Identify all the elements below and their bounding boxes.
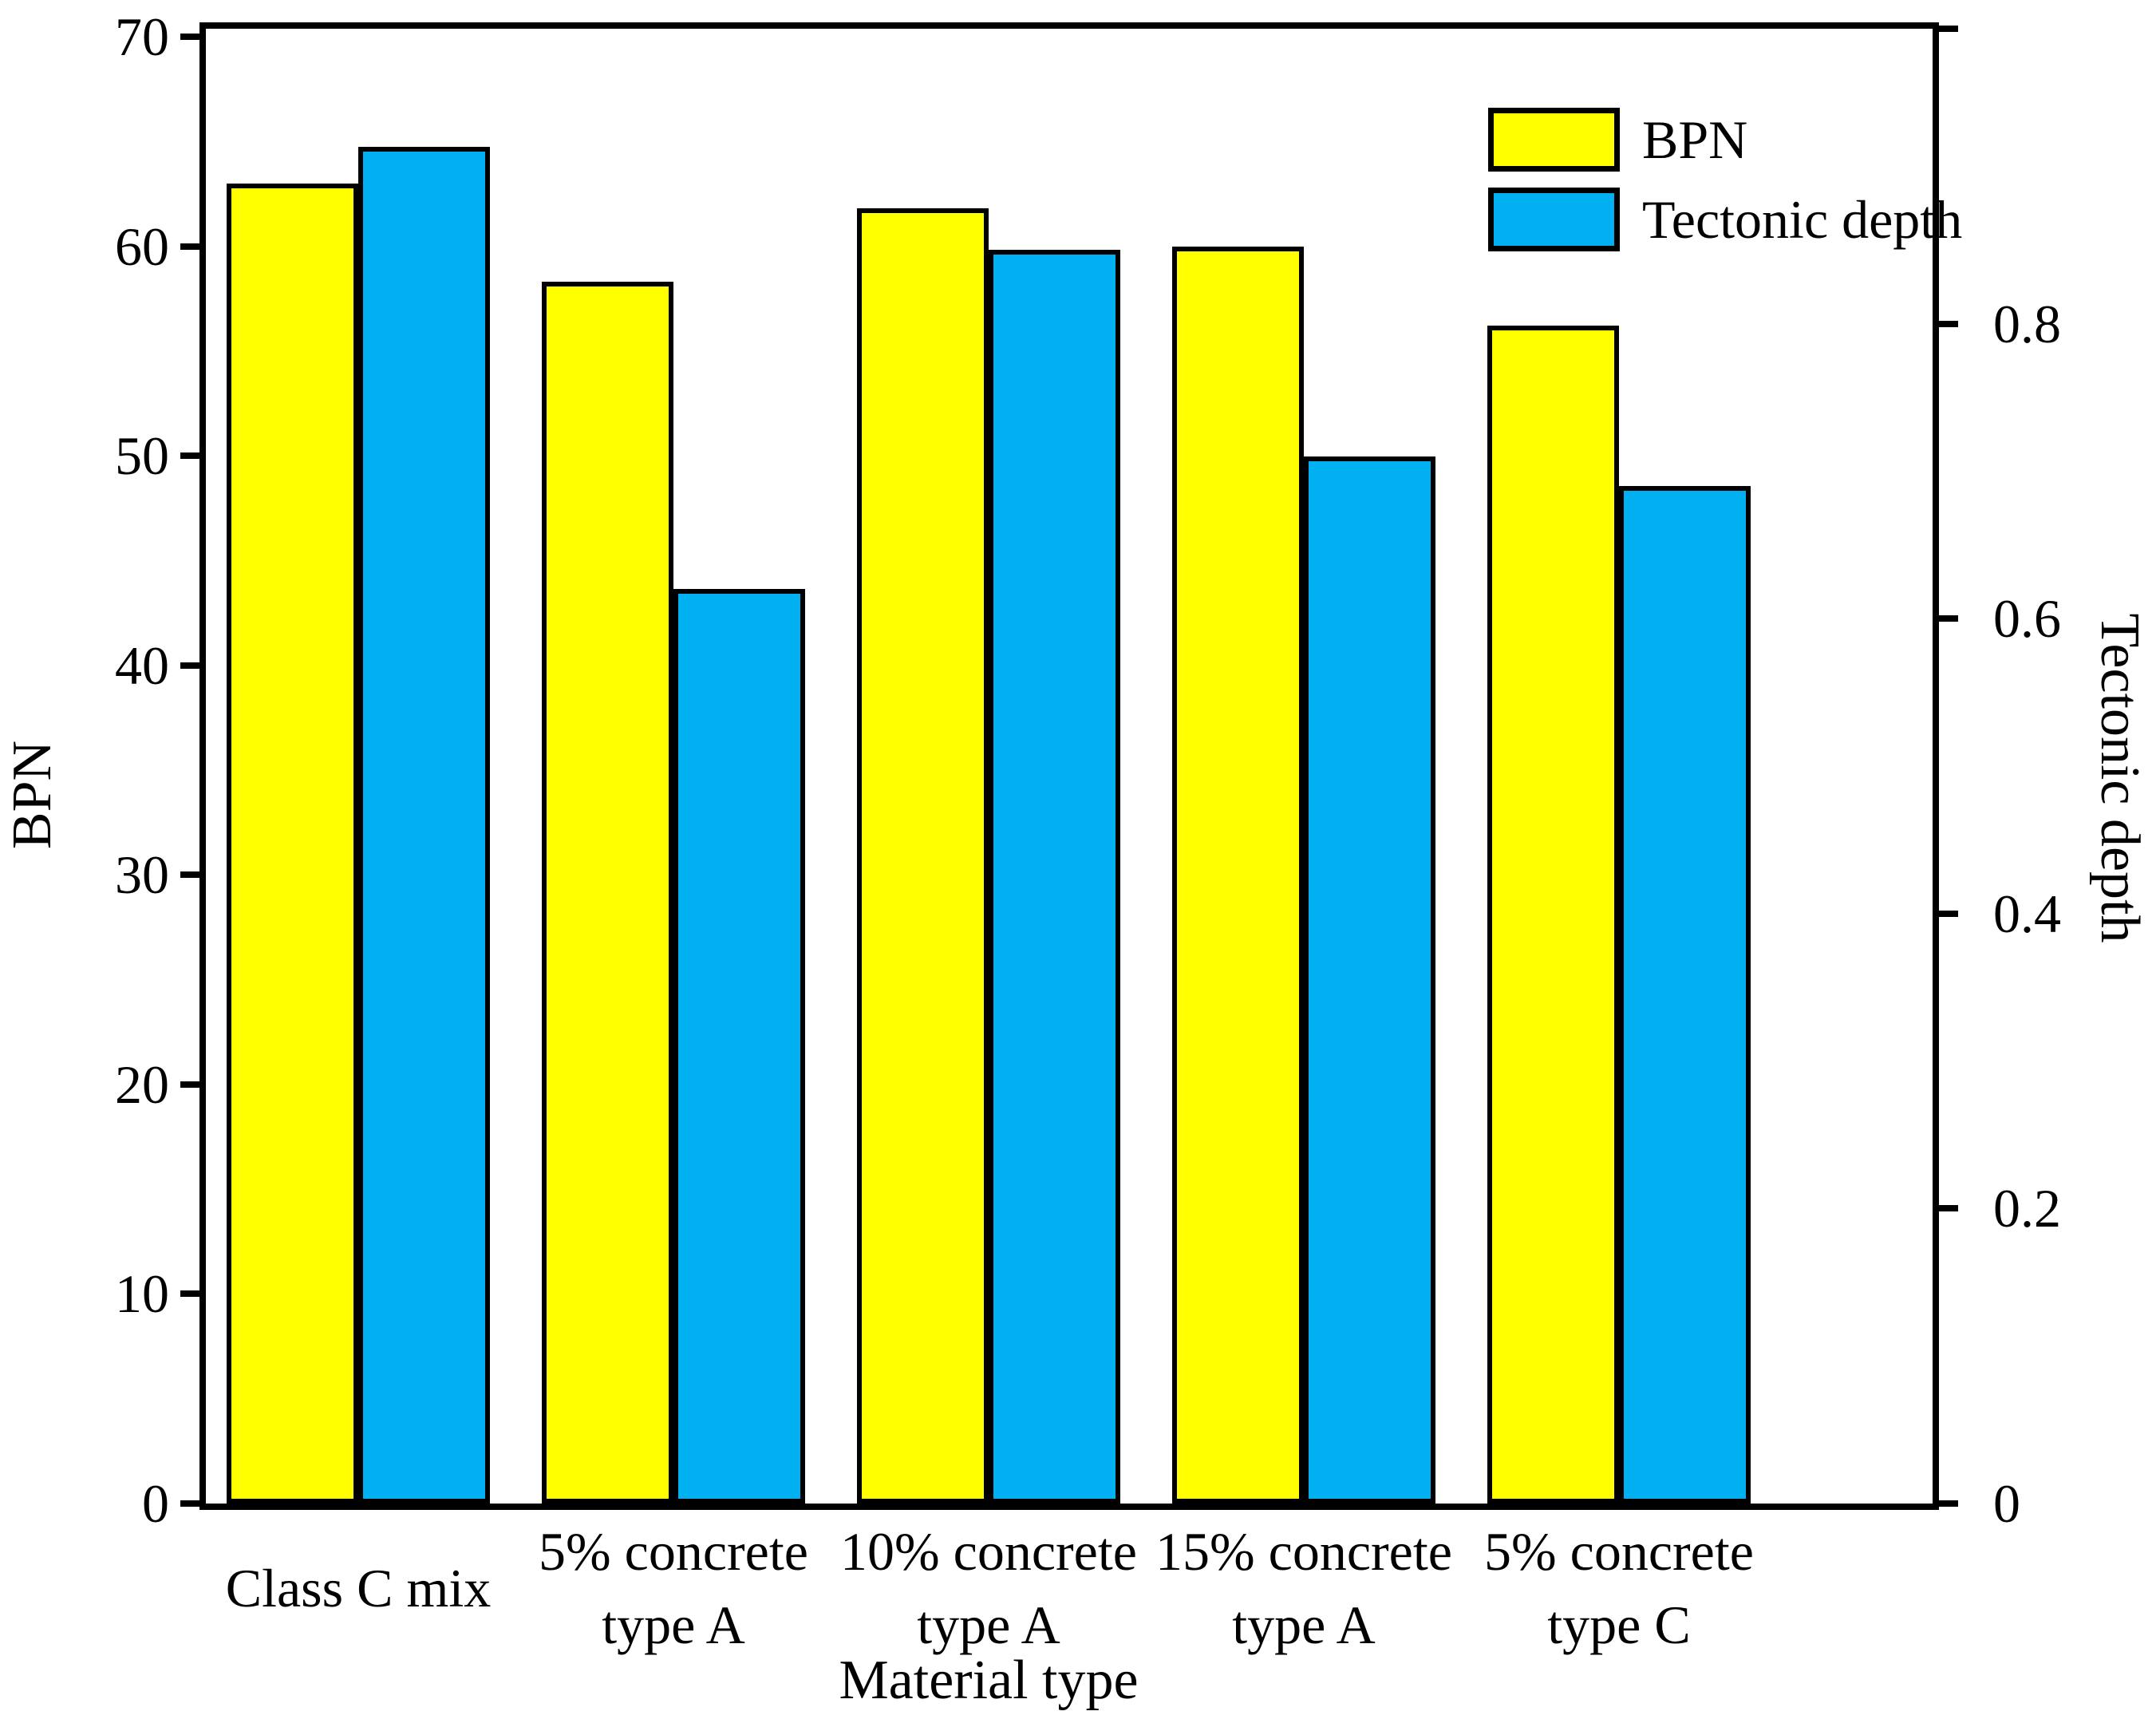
right-axis-title: Tectonic depth [2089,613,2150,943]
category-label-line: 10% concrete [840,1521,1137,1582]
left-axis-tick-label-10: 10 [115,1263,169,1325]
bar-bpn-1 [542,282,673,1504]
right-axis-tick-label-0.4: 0.4 [1993,883,2061,944]
left-axis-tick-40 [180,662,199,669]
category-label-line: 5% concrete [1484,1521,1754,1582]
category-label-line: type C [1547,1595,1691,1655]
left-axis-tick-20 [180,1081,199,1088]
right-axis-tick-label-0.6: 0.6 [1993,588,2061,650]
right-axis-tick-label-0.8: 0.8 [1993,293,2061,354]
right-axis-tick-1 [1939,26,1958,32]
category-label-line: type A [917,1595,1060,1655]
left-axis-tick-label-60: 60 [115,215,169,277]
left-axis-tick-60 [180,243,199,250]
right-axis-tick-0.2 [1939,1205,1958,1212]
bar-tectonic-depth-2 [989,250,1120,1504]
category-label-line: 15% concrete [1155,1521,1452,1582]
legend-swatch-bpn [1488,108,1620,172]
category-label-line: 5% concrete [539,1521,808,1582]
left-axis-tick-10 [180,1290,199,1298]
category-label-0: Class C mix [201,1520,515,1656]
right-axis-tick-label-0: 0 [1993,1473,2020,1534]
right-axis-tick-0.8 [1939,320,1958,327]
right-axis-tick-0.4 [1939,910,1958,917]
right-axis-tick-label-0.2: 0.2 [1993,1178,2061,1239]
left-axis-tick-label-20: 20 [115,1053,169,1115]
category-label-1: 5% concrete type A [516,1520,831,1656]
legend-label-tectonic-depth: Tectonic depth [1642,189,1963,250]
category-label-line: type A [602,1595,745,1655]
left-axis-tick-label-50: 50 [115,425,169,487]
bar-tectonic-depth-1 [673,589,805,1504]
x-axis-title: Material type [839,1650,1139,1711]
right-axis-tick-0.6 [1939,615,1958,622]
bar-bpn-2 [857,208,989,1504]
bar-tectonic-depth-0 [358,147,490,1504]
category-label-line: Class C mix [225,1558,492,1618]
left-axis-tick-label-0: 0 [142,1473,169,1534]
bar-bpn-4 [1487,326,1619,1504]
right-axis-tick-0 [1939,1500,1958,1507]
category-label-4: 5% concrete type C [1462,1520,1776,1656]
left-axis-tick-70 [180,34,199,40]
left-axis-tick-0 [180,1500,199,1507]
left-axis-title: BPN [2,740,63,850]
plot-area [199,22,1939,1510]
left-axis-tick-label-30: 30 [115,844,169,906]
left-axis-tick-label-70: 70 [115,6,169,67]
category-label-2: 10% concrete type A [831,1520,1146,1656]
category-label-3: 15% concrete type A [1147,1520,1461,1656]
bar-bpn-3 [1172,247,1304,1504]
left-axis-tick-50 [180,452,199,460]
left-axis-tick-30 [180,871,199,879]
category-label-line: type A [1232,1595,1376,1655]
bar-tectonic-depth-3 [1304,456,1435,1504]
bar-tectonic-depth-4 [1619,486,1751,1504]
legend-label-bpn: BPN [1642,109,1748,170]
bar-bpn-0 [227,184,358,1504]
left-axis-tick-label-40: 40 [115,634,169,696]
legend-swatch-tectonic-depth [1488,188,1620,251]
